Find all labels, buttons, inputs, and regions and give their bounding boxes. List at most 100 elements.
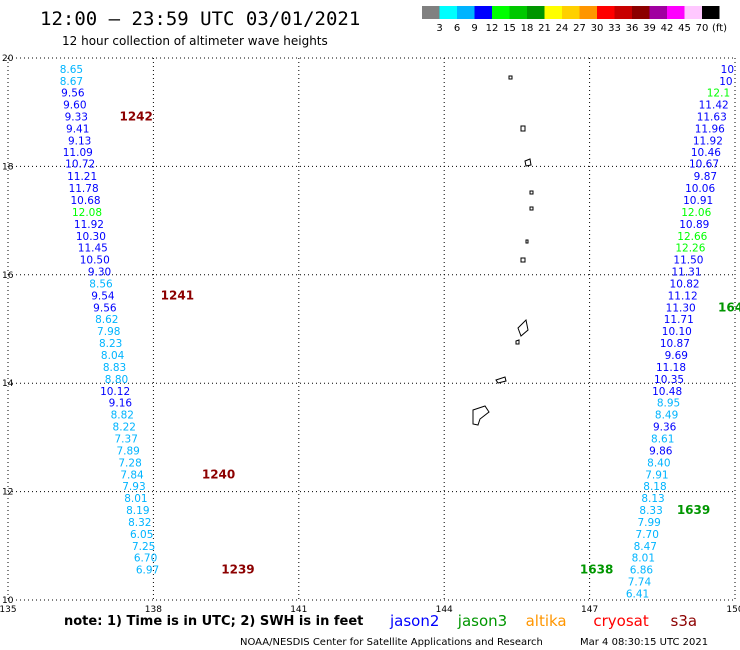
swh-value-label: 11.31 xyxy=(671,267,701,279)
swh-value-label: 10 xyxy=(721,64,734,76)
swh-value-label: 9.86 xyxy=(649,445,673,457)
swh-value-label: 8.33 xyxy=(639,505,662,517)
legend-swatch xyxy=(579,6,597,19)
plot-area: 8.658.679.569.609.339.419.1311.0910.7211… xyxy=(0,54,740,615)
swh-value-label: 8.95 xyxy=(657,398,680,410)
x-tick-label: 135 xyxy=(0,605,17,615)
swh-value-label: 7.28 xyxy=(118,457,141,469)
y-tick-label: 10 xyxy=(2,596,14,606)
legend-tick-label: 24 xyxy=(556,23,569,34)
swh-value-label: 10.35 xyxy=(654,374,684,386)
swh-value-label: 8.47 xyxy=(634,541,657,553)
x-tick-label: 141 xyxy=(290,605,307,615)
legend-tick-label: 9 xyxy=(471,23,477,34)
swh-value-label: 7.93 xyxy=(122,481,145,493)
legend-swatch xyxy=(544,6,562,19)
legend-swatch xyxy=(667,6,685,19)
swh-value-label: 8.13 xyxy=(641,493,664,505)
swh-value-label: 10.46 xyxy=(691,147,721,159)
swh-value-label: 7.74 xyxy=(628,577,652,589)
swh-value-label: 7.25 xyxy=(132,541,155,553)
legend-swatch xyxy=(684,6,702,19)
swh-value-label: 11.42 xyxy=(699,100,729,112)
swh-value-label: 11.71 xyxy=(664,314,694,326)
swh-value-label: 9.56 xyxy=(93,302,117,314)
y-tick-label: 18 xyxy=(2,162,14,172)
swh-value-label: 9.36 xyxy=(653,422,677,434)
swh-value-label: 9.30 xyxy=(88,267,111,279)
legend-swatch xyxy=(457,6,475,19)
swh-value-label: 11.09 xyxy=(63,147,93,159)
x-tick-label: 150 xyxy=(726,605,740,615)
legend-tick-label: 3 xyxy=(436,23,442,34)
swh-value-label: 9.60 xyxy=(63,100,86,112)
swh-value-label: 10.48 xyxy=(652,386,682,398)
swh-value-label: 6.41 xyxy=(626,588,649,600)
credit-line: NOAA/NESDIS Center for Satellite Applica… xyxy=(240,637,543,648)
swh-value-label: 7.84 xyxy=(120,469,144,481)
swh-color-legend: 3 6 9 12 15 18 21 24 27 30 33 36 39 42 45 70 xyxy=(422,6,720,34)
island-outline xyxy=(529,190,534,195)
swh-value-label: 12.66 xyxy=(677,231,707,243)
swh-value-label: 8.56 xyxy=(89,278,113,290)
legend-swatch xyxy=(614,6,632,19)
swh-value-label: 8.32 xyxy=(128,517,151,529)
swh-value-label: 10.67 xyxy=(689,159,719,171)
legend-swatch xyxy=(422,6,440,19)
swh-value-label: 8.62 xyxy=(95,314,118,326)
swh-value-label: 9.54 xyxy=(91,290,115,302)
x-tick-label: 144 xyxy=(436,605,453,615)
swh-value-label: 8.22 xyxy=(113,422,136,434)
swh-value-label: 11.18 xyxy=(656,362,686,374)
swh-value-label: 11.50 xyxy=(673,255,703,267)
island-outline xyxy=(495,376,507,384)
swh-value-label: 11.92 xyxy=(74,219,104,231)
island-outline xyxy=(520,257,526,263)
axis-ticks: 135 138 141 144 147 150 10 12 14 16 18 20 xyxy=(0,54,740,615)
swh-value-label: 10.12 xyxy=(100,386,130,398)
swh-value-label: 10 xyxy=(719,76,732,88)
swh-value-label: 8.19 xyxy=(126,505,149,517)
swh-value-label: 9.41 xyxy=(66,123,89,135)
swh-value-label: 6.97 xyxy=(136,565,159,577)
swh-value-label: 8.65 xyxy=(60,64,83,76)
island-outline xyxy=(524,158,532,167)
swh-value-label: 11.78 xyxy=(69,183,99,195)
chart-subtitle: 12 hour collection of altimeter wave hei… xyxy=(62,34,328,48)
island-outline xyxy=(517,318,529,337)
legend-unit: (ft) xyxy=(712,23,727,34)
swh-value-label: 8.23 xyxy=(99,338,122,350)
mission-label: jason3 xyxy=(457,612,507,630)
legend-swatch xyxy=(597,6,615,19)
swh-value-label: 8.61 xyxy=(651,433,674,445)
legend-swatch xyxy=(439,6,457,19)
legend-tick-label: 30 xyxy=(591,23,604,34)
legend-swatch xyxy=(527,6,545,19)
swh-value-label: 7.99 xyxy=(637,517,660,529)
legend-tick-label: 12 xyxy=(486,23,499,34)
swh-value-label: 9.56 xyxy=(61,88,85,100)
swh-value-label: 10.82 xyxy=(670,278,700,290)
swh-value-label: 7.98 xyxy=(97,326,120,338)
pass-number-label: 1639 xyxy=(677,503,710,517)
swh-value-label: 9.33 xyxy=(65,112,88,124)
island-outline xyxy=(529,206,534,211)
legend-swatch xyxy=(492,6,510,19)
pass-number-label: 1239 xyxy=(221,563,254,577)
swh-value-label: 8.83 xyxy=(103,362,126,374)
legend-tick-label: 42 xyxy=(661,23,674,34)
chart-title: 12:00 – 23:59 UTC 03/01/2021 xyxy=(40,8,360,30)
pass-number-label: 1241 xyxy=(161,288,194,302)
legend-tick-label: 21 xyxy=(538,23,551,34)
timestamp: Mar 4 08:30:15 UTC 2021 xyxy=(580,637,708,648)
swh-value-label: 8.40 xyxy=(647,457,670,469)
island-outline xyxy=(525,239,529,244)
swh-value-label: 10.89 xyxy=(679,219,709,231)
legend-swatch xyxy=(509,6,527,19)
swh-value-label: 11.45 xyxy=(78,243,108,255)
pass-labels: 1242 1241 1240 1239 1640 1639 1638 xyxy=(119,110,740,577)
x-tick-label: 147 xyxy=(581,605,598,615)
swh-value-label: 10.87 xyxy=(660,338,690,350)
swh-value-label: 12.26 xyxy=(675,243,705,255)
